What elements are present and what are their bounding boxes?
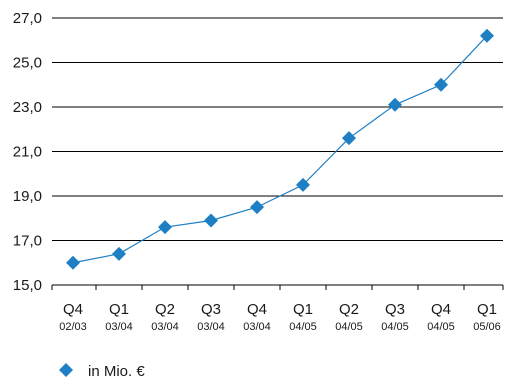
x-tick-quarter: Q4 xyxy=(431,301,451,318)
legend-label: in Mio. € xyxy=(88,363,145,380)
x-tick-quarter: Q2 xyxy=(339,301,359,318)
y-tick-label: 23,0 xyxy=(13,99,42,116)
data-point xyxy=(158,220,172,235)
x-axis-ticks: Q4 02/03 Q1 03/04 Q2 03/04 Q3 03/04 Q4 03/04 Q1 04/… xyxy=(59,301,501,333)
data-point xyxy=(296,177,310,192)
y-tick-label: 17,0 xyxy=(13,233,42,250)
y-tick-label: 19,0 xyxy=(13,188,42,205)
data-point xyxy=(342,131,356,146)
x-tick-period: 03/04 xyxy=(105,321,133,333)
y-axis-ticks: 15,0 17,0 19,0 21,0 23,0 25,0 27,0 xyxy=(13,10,42,294)
x-tick-quarter: Q1 xyxy=(293,301,313,318)
x-tick-period: 04/05 xyxy=(381,321,409,333)
data-point xyxy=(250,200,264,215)
legend-marker-icon xyxy=(59,363,73,377)
x-tick-period: 04/05 xyxy=(289,321,317,333)
x-tick-quarter: Q4 xyxy=(247,301,267,318)
data-point xyxy=(480,28,494,43)
y-tick-label: 21,0 xyxy=(13,144,42,161)
x-tick-quarter: Q1 xyxy=(109,301,129,318)
data-point xyxy=(204,213,218,228)
data-point xyxy=(434,77,448,92)
x-tick-quarter: Q3 xyxy=(201,301,221,318)
x-tick-quarter: Q3 xyxy=(385,301,405,318)
x-tick-period: 04/05 xyxy=(335,321,363,333)
series-line xyxy=(72,35,488,264)
data-point xyxy=(112,246,126,261)
y-tick-label: 25,0 xyxy=(13,55,42,72)
gridlines xyxy=(52,17,503,286)
x-tick-period: 03/04 xyxy=(151,321,179,333)
series-layer xyxy=(66,28,494,270)
x-axis xyxy=(51,285,504,290)
data-point xyxy=(66,255,80,270)
x-tick-quarter: Q4 xyxy=(63,301,83,318)
data-point xyxy=(388,97,402,112)
x-tick-quarter: Q2 xyxy=(155,301,175,318)
x-tick-period: 05/06 xyxy=(473,321,501,333)
y-tick-label: 15,0 xyxy=(13,277,42,294)
x-tick-period: 02/03 xyxy=(59,321,87,333)
x-tick-quarter: Q1 xyxy=(477,301,497,318)
x-tick-period: 04/05 xyxy=(427,321,455,333)
legend: in Mio. € xyxy=(59,363,145,380)
y-tick-label: 27,0 xyxy=(13,10,42,27)
x-tick-period: 03/04 xyxy=(197,321,225,333)
x-tick-period: 03/04 xyxy=(243,321,271,333)
